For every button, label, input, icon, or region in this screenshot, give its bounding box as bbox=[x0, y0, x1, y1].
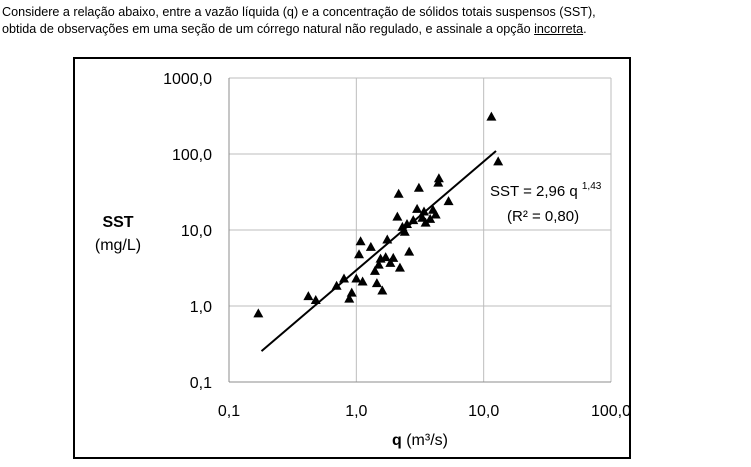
data-point bbox=[385, 257, 396, 267]
data-point bbox=[493, 156, 504, 166]
y-tick-label: 1,0 bbox=[190, 299, 212, 316]
data-point bbox=[369, 265, 380, 275]
data-point bbox=[430, 209, 441, 219]
data-points bbox=[253, 111, 504, 318]
data-point bbox=[393, 188, 404, 198]
data-point bbox=[344, 293, 355, 303]
trend-line bbox=[260, 150, 497, 352]
data-point bbox=[351, 273, 362, 283]
data-point bbox=[425, 213, 436, 223]
data-point bbox=[443, 196, 454, 206]
data-point bbox=[380, 252, 391, 262]
data-point bbox=[433, 173, 444, 183]
question-line-2-text: obtida de observações em uma seção de um… bbox=[2, 22, 535, 36]
data-point bbox=[373, 259, 384, 269]
r-squared-label: (R² = 0,80) bbox=[507, 208, 579, 225]
data-point bbox=[404, 246, 415, 256]
axis-labels: SST = 2,96 q 1,43 (R² = 0,80) SST (mg/L) q (… bbox=[95, 181, 602, 449]
fit-equation: SST = 2,96 q 1,43 bbox=[490, 181, 602, 200]
y-axis-title: SST bbox=[102, 214, 133, 231]
figure-frame: 0,1 1,0 10,0 100,0 1000,0 0,1 1,0 10,0 100,0 SST… bbox=[73, 57, 631, 459]
power-fit-line bbox=[260, 150, 497, 352]
fit-exponent: 1,43 bbox=[582, 181, 602, 192]
question-line-1: Considere a relação abaixo, entre a vazã… bbox=[2, 5, 596, 19]
x-axis-title: q (m³/s) bbox=[392, 432, 448, 449]
x-tick-label: 1,0 bbox=[345, 403, 367, 420]
tick-labels: 0,1 1,0 10,0 100,0 1000,0 0,1 1,0 10,0 100,0 bbox=[163, 71, 629, 420]
data-point bbox=[402, 218, 413, 228]
x-axis-title-variable: q bbox=[392, 432, 406, 449]
data-point bbox=[413, 182, 424, 192]
data-point bbox=[355, 236, 366, 246]
data-point bbox=[365, 241, 376, 251]
x-tick-label: 10,0 bbox=[468, 403, 499, 420]
question-underlined-word: incorreta bbox=[534, 22, 584, 36]
data-point bbox=[331, 280, 342, 290]
data-point bbox=[371, 278, 382, 288]
data-point bbox=[392, 211, 403, 221]
data-point bbox=[419, 206, 430, 216]
x-tick-label: 0,1 bbox=[218, 403, 240, 420]
question-text: Considere a relação abaixo, entre a vazã… bbox=[2, 4, 750, 38]
data-point bbox=[346, 287, 357, 297]
y-tick-label: 1000,0 bbox=[163, 71, 212, 88]
data-point bbox=[388, 252, 399, 262]
data-point bbox=[354, 249, 365, 259]
grid-lines bbox=[228, 77, 612, 383]
data-point bbox=[338, 273, 349, 283]
data-point bbox=[382, 234, 393, 244]
x-tick-label: 100,0 bbox=[591, 403, 629, 420]
x-axis-title-unit: (m³/s) bbox=[406, 432, 448, 449]
data-point bbox=[357, 276, 368, 286]
data-point bbox=[303, 291, 314, 301]
data-point bbox=[412, 203, 423, 213]
data-point bbox=[394, 262, 405, 272]
data-point bbox=[377, 285, 388, 295]
data-point bbox=[399, 226, 410, 236]
y-tick-label: 10,0 bbox=[181, 223, 212, 240]
scatter-chart: 0,1 1,0 10,0 100,0 1000,0 0,1 1,0 10,0 100,0 SST… bbox=[95, 71, 629, 449]
data-point bbox=[310, 294, 321, 304]
question-line-2-end: . bbox=[583, 22, 587, 36]
data-point bbox=[253, 308, 264, 318]
data-point bbox=[486, 111, 497, 121]
y-tick-label: 0,1 bbox=[190, 375, 212, 392]
data-point bbox=[408, 215, 419, 225]
y-axis-unit: (mg/L) bbox=[95, 237, 141, 254]
y-tick-label: 100,0 bbox=[172, 147, 212, 164]
question-line-2: obtida de observações em uma seção de um… bbox=[2, 21, 750, 38]
